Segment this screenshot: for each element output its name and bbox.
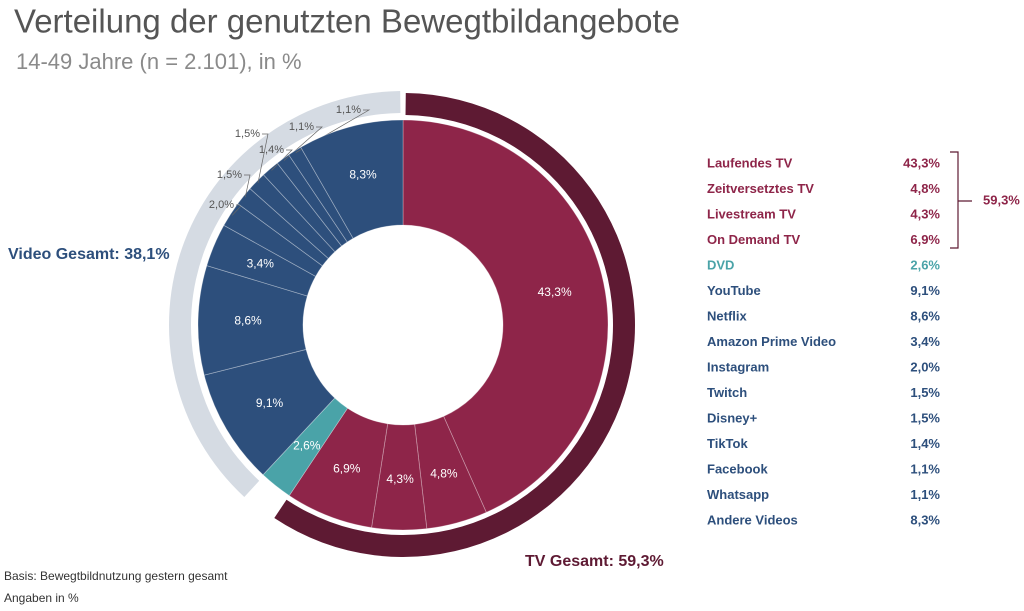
legend-label: Andere Videos [707,512,798,527]
slice [414,415,487,530]
legend-value: 1,1% [910,487,940,502]
legend-label: YouTube [707,283,761,298]
legend-label: On Demand TV [707,232,801,247]
legend-value: 6,9% [910,232,940,247]
legend-label: Facebook [707,461,768,476]
legend-label: Livestream TV [707,206,796,221]
legend-value: 1,4% [910,436,940,451]
slice [288,146,354,243]
footnote: Angaben in % [4,591,79,605]
slice-label: 9,1% [256,396,284,410]
bracket [950,151,972,249]
legend-value: 43,3% [903,155,940,170]
slice [203,348,336,476]
legend-value: 8,6% [910,308,940,323]
slice-label: 43,3% [538,285,572,299]
leader-line [283,126,323,161]
legend-value: 1,5% [910,410,940,425]
slice [206,224,317,297]
bracket-label: 59,3% [983,192,1020,207]
legend-value: 8,3% [910,512,940,527]
legend-label: TikTok [707,436,748,451]
legend-value: 2,0% [910,359,940,374]
group-label: TV Gesamt: 59,3% [525,553,664,570]
slice-label: 6,9% [333,462,361,476]
legend-value: 4,8% [910,181,940,196]
slice-label: 4,8% [430,467,458,481]
legend-value: 1,1% [910,461,940,476]
legend-value: 2,6% [910,257,940,272]
slice [223,203,323,277]
slice [197,265,308,376]
slice [371,423,428,531]
slice [262,397,349,497]
legend-value: 3,4% [910,334,940,349]
chart-title: Verteilung der genutzten Bewegtbildangeb… [14,3,680,40]
slice-label: 2,0% [209,199,234,211]
legend-value: 4,3% [910,206,940,221]
slice-label: 1,1% [336,104,361,116]
group-ring [168,91,401,497]
slice [300,119,404,239]
legend-label: DVD [707,257,734,272]
slice-label: 8,3% [349,167,377,181]
leader-line [257,133,269,184]
slice-label: 1,5% [235,128,260,140]
slice [288,407,389,529]
group-label: Video Gesamt: 38,1% [8,246,170,263]
slice-label: 8,6% [234,314,262,328]
legend-value: 9,1% [910,283,940,298]
legend-label: Whatsapp [707,487,769,502]
slice [237,188,329,267]
legend-value: 1,5% [910,385,940,400]
slice-label: 1,5% [217,169,242,181]
legend-label: Amazon Prime Video [707,334,836,349]
slice-label: 3,4% [247,257,275,271]
legend-label: Twitch [707,385,747,400]
slice-label: 1,1% [289,121,314,133]
legend-label: Instagram [707,359,769,374]
legend-label: Netflix [707,308,748,323]
slice [262,162,343,253]
chart-subtitle: 14-49 Jahre (n = 2.101), in % [16,49,302,74]
legend-label: Zeitversetztes TV [707,181,814,196]
footnote: Basis: Bewegtbildnutzung gestern gesamt [4,569,228,583]
slice [402,119,609,513]
legend-label: Laufendes TV [707,155,793,170]
slice [276,154,348,247]
slice-label: 4,3% [386,472,414,486]
leader-line [244,174,251,198]
slice-label: 2,6% [293,439,321,453]
legend-label: Disney+ [707,410,758,425]
slice-label: 1,4% [259,144,284,156]
